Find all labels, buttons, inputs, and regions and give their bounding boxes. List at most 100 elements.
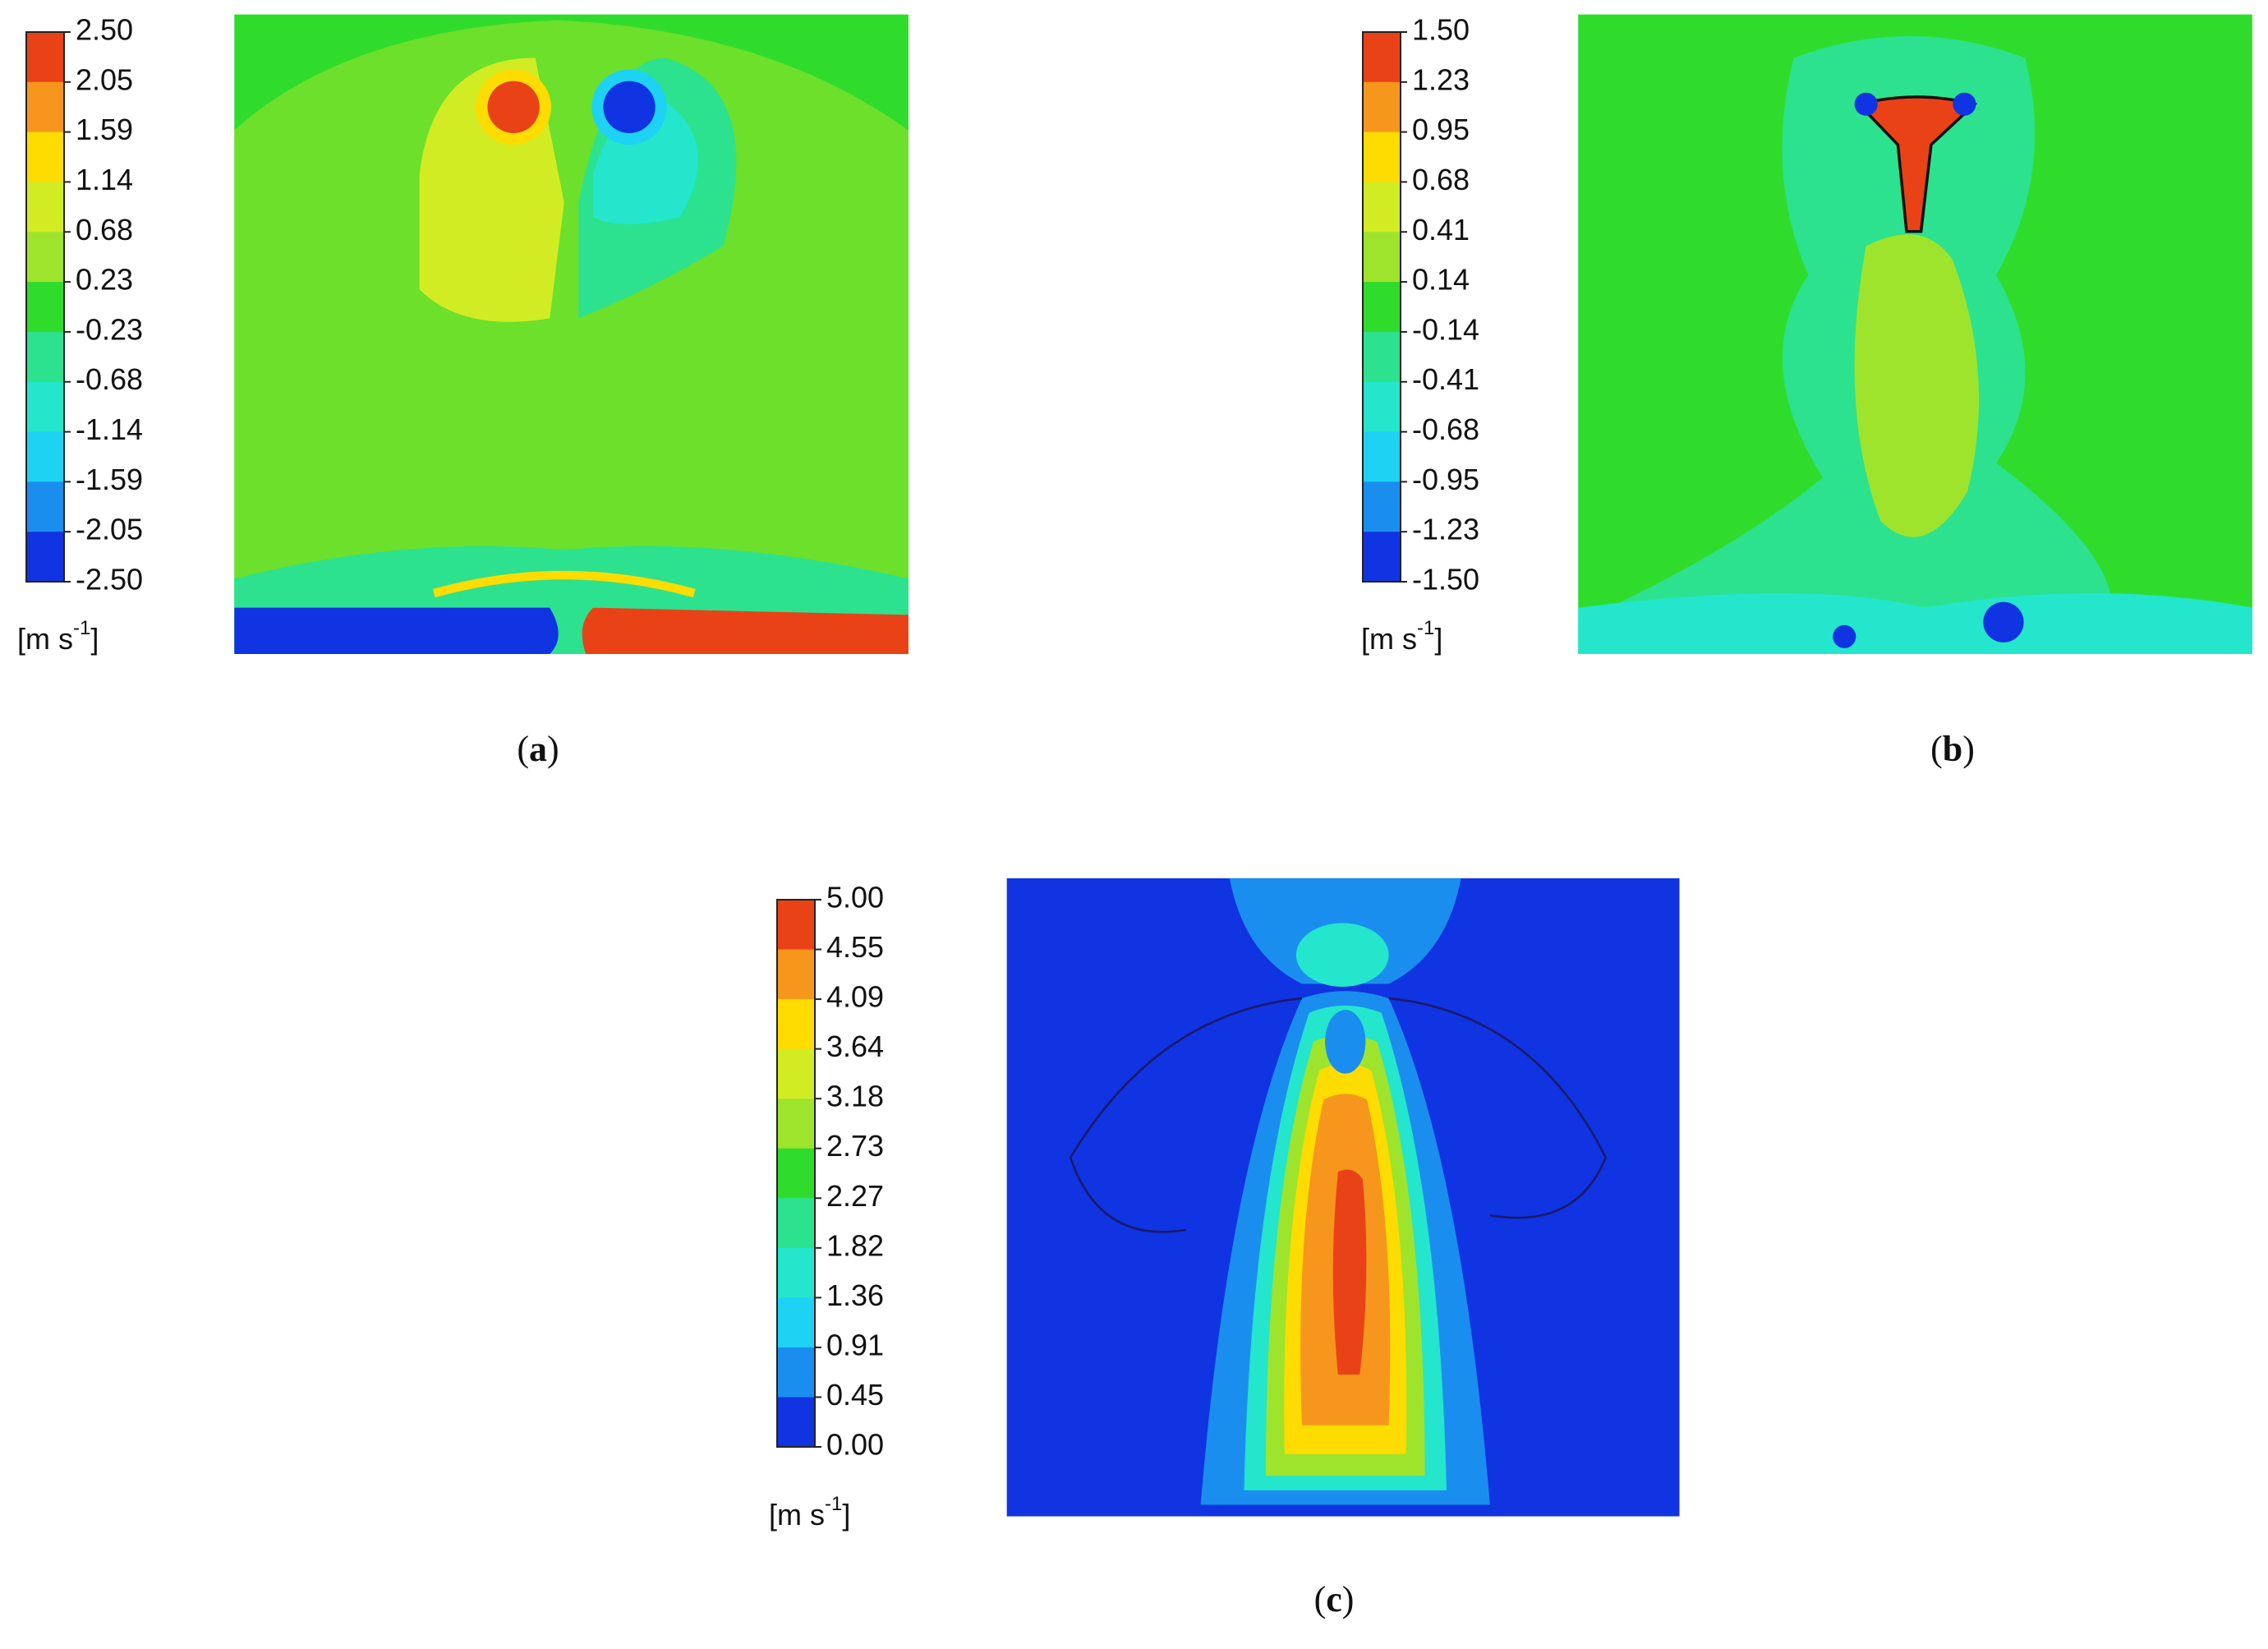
colorbar-tick-label: 2.50 [76, 13, 133, 47]
colorbar-band [1363, 532, 1401, 583]
colorbar-band [777, 1198, 815, 1249]
colorbar-band [1363, 32, 1401, 83]
colorbar-band [26, 481, 64, 532]
panel-label: (c) [1314, 1579, 1355, 1619]
colorbar-tick-label: -0.95 [1412, 463, 1479, 496]
colorbar-tick-label: 2.27 [826, 1179, 884, 1213]
colorbar-tick-label: 1.23 [1412, 62, 1470, 96]
colorbar-band [777, 949, 815, 1000]
colorbar-tick-label: -0.14 [1412, 312, 1479, 346]
colorbar-tick-label: 0.45 [826, 1378, 884, 1412]
colorbar-tick-label: 4.55 [826, 930, 884, 964]
colorbar-band [1363, 282, 1401, 333]
colorbar-tick-label: 2.73 [826, 1129, 884, 1163]
colorbar-tick-label: 0.23 [76, 263, 133, 297]
colorbar-band [26, 32, 64, 83]
unit-label: [m s-1] [17, 617, 99, 655]
unit-close: ] [842, 1498, 850, 1532]
panel-label-letter: b [1943, 729, 1962, 769]
colorbar-tick-label: -2.50 [76, 563, 143, 596]
panel-label-letter: c [1326, 1579, 1342, 1619]
unit-base: [m s [17, 622, 73, 656]
colorbar-tick-label: -0.41 [1412, 362, 1479, 396]
colorbar-tick-label: 0.41 [1412, 213, 1470, 246]
colorbar-band [26, 282, 64, 333]
colorbar-tick-label: 1.50 [1412, 13, 1470, 47]
unit-close: ] [90, 622, 99, 656]
unit-label: [m s-1] [1361, 617, 1442, 655]
colorbar-band [777, 1048, 815, 1099]
colorbar-tick-label: -0.68 [76, 362, 143, 396]
colorbar-tick-label: -1.50 [1412, 563, 1479, 596]
colorbar-tick-label: -0.68 [1412, 412, 1479, 446]
colorbar-tick-label: 1.14 [76, 163, 133, 196]
colorbar-band [26, 381, 64, 433]
unit-close: ] [1434, 622, 1442, 656]
colorbar-tick-label: 2.05 [76, 62, 133, 96]
colorbar-band [1363, 381, 1401, 433]
colorbar-band [26, 232, 64, 283]
colorbar-tick-label: -0.23 [76, 312, 143, 346]
contour-field-b [1578, 14, 2252, 654]
colorbar-band [777, 1148, 815, 1199]
colorbar-band [777, 1247, 815, 1298]
unit-exponent: -1 [73, 617, 90, 639]
colorbar-band [1363, 131, 1401, 182]
colorbar-band [26, 81, 64, 133]
colorbar-band [777, 900, 815, 951]
colorbar-band [777, 1347, 815, 1398]
colorbar-band [26, 131, 64, 182]
colorbar-band [777, 1397, 815, 1448]
colorbar-tick-label: 4.09 [826, 980, 884, 1014]
colorbar-band [1363, 481, 1401, 532]
colorbar-band [1363, 232, 1401, 283]
colorbar-band [777, 1099, 815, 1149]
panel-label-close: ) [547, 729, 559, 769]
colorbar-tick-label: 0.68 [1412, 163, 1470, 196]
colorbar-tick-label: 3.18 [826, 1080, 884, 1113]
colorbar-band [26, 532, 64, 583]
colorbar-band [777, 999, 815, 1050]
colorbar-frame [25, 31, 65, 583]
colorbar-band [1363, 182, 1401, 233]
colorbar-band [26, 182, 64, 233]
colorbar-tick-label: 1.82 [826, 1228, 884, 1262]
unit-base: [m s [769, 1498, 825, 1532]
colorbar-tick-label: -1.23 [1412, 513, 1479, 546]
colorbar-frame [776, 899, 816, 1448]
unit-base: [m s [1361, 622, 1417, 656]
colorbar-tick-label: 0.00 [826, 1428, 884, 1462]
panel-label: (b) [1930, 729, 1975, 769]
unit-label: [m s-1] [769, 1493, 850, 1531]
colorbar-band [777, 1297, 815, 1348]
panel-label-open: ( [1314, 1579, 1327, 1619]
colorbar-tick-label: 3.64 [826, 1029, 884, 1063]
colorbar-band [1363, 431, 1401, 482]
panel-label-close: ) [1962, 729, 1975, 769]
colorbar-tick-label: 0.91 [826, 1328, 884, 1361]
colorbar-tick-label: 1.59 [76, 113, 133, 146]
colorbar-tick-label: -1.14 [76, 412, 143, 446]
colorbar-tick-label: 0.95 [1412, 113, 1470, 146]
colorbar-tick-label: 1.36 [826, 1278, 884, 1312]
colorbar-tick-label: -2.05 [76, 513, 143, 546]
panel-label-letter: a [529, 729, 547, 769]
contour-field-c [1006, 877, 1680, 1517]
colorbar-band [1363, 81, 1401, 133]
panel-label-open: ( [1930, 729, 1943, 769]
contour-field-a [234, 14, 909, 654]
colorbar-tick-label: 0.14 [1412, 263, 1470, 297]
colorbar-band [26, 431, 64, 482]
panel-label: (a) [517, 729, 559, 769]
panel-label-close: ) [1342, 1579, 1355, 1619]
colorbar-band [1363, 331, 1401, 383]
unit-exponent: -1 [825, 1493, 842, 1515]
colorbar-band [26, 331, 64, 383]
colorbar-frame [1362, 31, 1401, 583]
colorbar-tick-label: 5.00 [826, 881, 884, 914]
panel-label-open: ( [517, 729, 529, 769]
colorbar-tick-label: -1.59 [76, 463, 143, 496]
colorbar-tick-label: 0.68 [76, 213, 133, 246]
